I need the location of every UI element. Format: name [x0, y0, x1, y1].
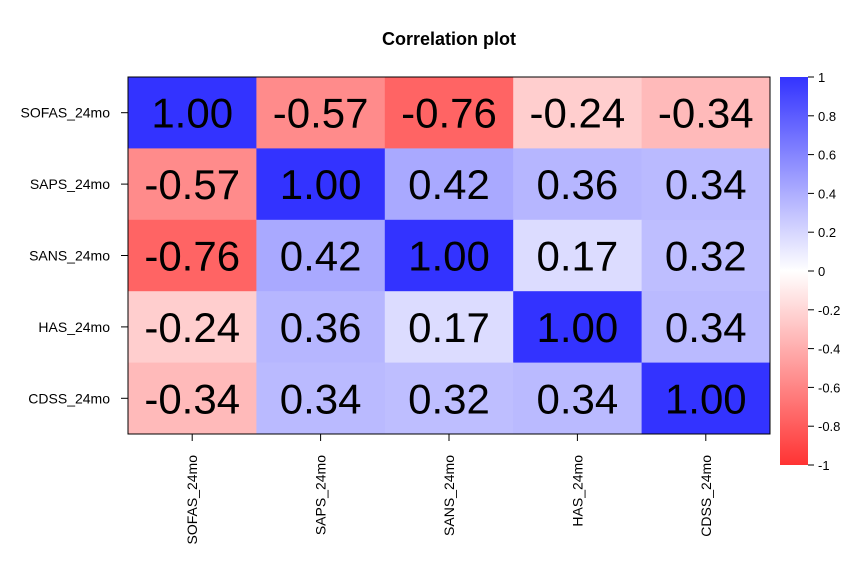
heatmap-cell: [128, 291, 257, 364]
heatmap-cell: [256, 291, 386, 364]
heatmap-cell: [128, 148, 257, 221]
heatmap-cell: [256, 148, 386, 221]
heatmap-cell: [256, 362, 386, 435]
cell-value-label: -0.24: [144, 304, 240, 351]
heatmap-cell: [513, 148, 643, 221]
row-label: SANS_24mo: [29, 248, 110, 264]
colorbar-tick-label: -1: [818, 458, 830, 473]
heatmap-cell: [384, 77, 514, 149]
colorbar-tick-label: 0.2: [818, 225, 836, 240]
cell-value-label: -0.34: [658, 90, 754, 137]
cell-value-label: -0.57: [273, 90, 369, 137]
heatmap-cell: [513, 291, 643, 364]
heatmap-cell: [384, 291, 514, 364]
colorbar-tick-label: 0.6: [818, 148, 836, 163]
heatmap-cell: [128, 219, 257, 292]
cell-value-label: 0.42: [280, 233, 362, 280]
cell-value-label: 1.00: [151, 90, 233, 137]
heatmap-cell: [256, 219, 386, 292]
heatmap-cell: [641, 219, 771, 292]
cell-value-label: 0.17: [408, 304, 490, 351]
column-axis: SOFAS_24mo SAPS_24mo SANS_24mo HAS_24mo CDSS…: [184, 434, 714, 545]
heatmap-cell: [641, 291, 771, 364]
row-label: HAS_24mo: [38, 319, 110, 335]
cell-value-label: 1.00: [665, 375, 747, 422]
cell-value-label: -0.34: [144, 375, 240, 422]
heatmap-cell: [384, 148, 514, 221]
heatmap-cell: [641, 148, 771, 221]
cell-value-label: -0.76: [144, 233, 240, 280]
cell-value-label: -0.57: [144, 161, 240, 208]
colorbar-tick-label: 1: [818, 70, 825, 85]
colorbar-tick-label: 0.8: [818, 109, 836, 124]
cell-value-label: 0.17: [537, 233, 619, 280]
cell-value-label: -0.24: [530, 90, 626, 137]
cell-value-label: 0.34: [665, 161, 747, 208]
cell-value-label: 0.34: [537, 375, 619, 422]
cell-value-label: 0.42: [408, 161, 490, 208]
cell-value-label: 0.32: [665, 233, 747, 280]
cell-value-label: 0.34: [665, 304, 747, 351]
heatmap-cell: [384, 219, 514, 292]
cell-value-label: 1.00: [537, 304, 619, 351]
colorbar-legend: 1 0.8 0.6 0.4 0.2 0 -0.2 -0.4 -0.6 -0.8 -1: [780, 70, 840, 473]
column-label: SAPS_24mo: [313, 455, 329, 535]
colorbar-tick-label: -0.2: [818, 303, 840, 318]
row-label: CDSS_24mo: [28, 390, 110, 406]
cell-value-label: 0.36: [537, 161, 619, 208]
row-label: SOFAS_24mo: [21, 105, 111, 121]
colorbar-tick-label: 0: [818, 264, 825, 279]
heatmap-cell: [256, 77, 386, 149]
heatmap-cell: [641, 77, 771, 149]
heatmap-cell: [641, 362, 771, 435]
cell-value-label: 0.32: [408, 375, 490, 422]
column-label: SOFAS_24mo: [184, 455, 200, 545]
column-label: CDSS_24mo: [698, 455, 714, 537]
row-label: SAPS_24mo: [30, 176, 110, 192]
heatmap-cell: [513, 219, 643, 292]
row-axis: SOFAS_24mo SAPS_24mo SANS_24mo HAS_24mo CDSS…: [21, 105, 128, 406]
heatmap-cell: [128, 362, 257, 435]
cell-value-label: 0.34: [280, 375, 362, 422]
cell-value-label: 1.00: [408, 233, 490, 280]
colorbar-tick-label: -0.4: [818, 342, 840, 357]
column-label: SANS_24mo: [441, 455, 457, 536]
cell-value-label: 1.00: [280, 161, 362, 208]
chart-title: Correlation plot: [382, 29, 516, 49]
colorbar-tick-label: -0.8: [818, 419, 840, 434]
heatmap-cell: [513, 362, 643, 435]
column-label: HAS_24mo: [569, 455, 585, 527]
heatmap-cells: 1.00 -0.57 -0.76 -0.24 -0.34 -0.57 1.00 0.42 0.3…: [128, 77, 771, 435]
heatmap-cell: [128, 77, 257, 149]
colorbar-gradient: [780, 77, 808, 465]
colorbar-tick-label: 0.4: [818, 186, 836, 201]
colorbar-tick-label: -0.6: [818, 380, 840, 395]
cell-value-label: 0.36: [280, 304, 362, 351]
heatmap-cell: [384, 362, 514, 435]
cell-value-label: -0.76: [401, 90, 497, 137]
heatmap-cell: [513, 77, 643, 149]
